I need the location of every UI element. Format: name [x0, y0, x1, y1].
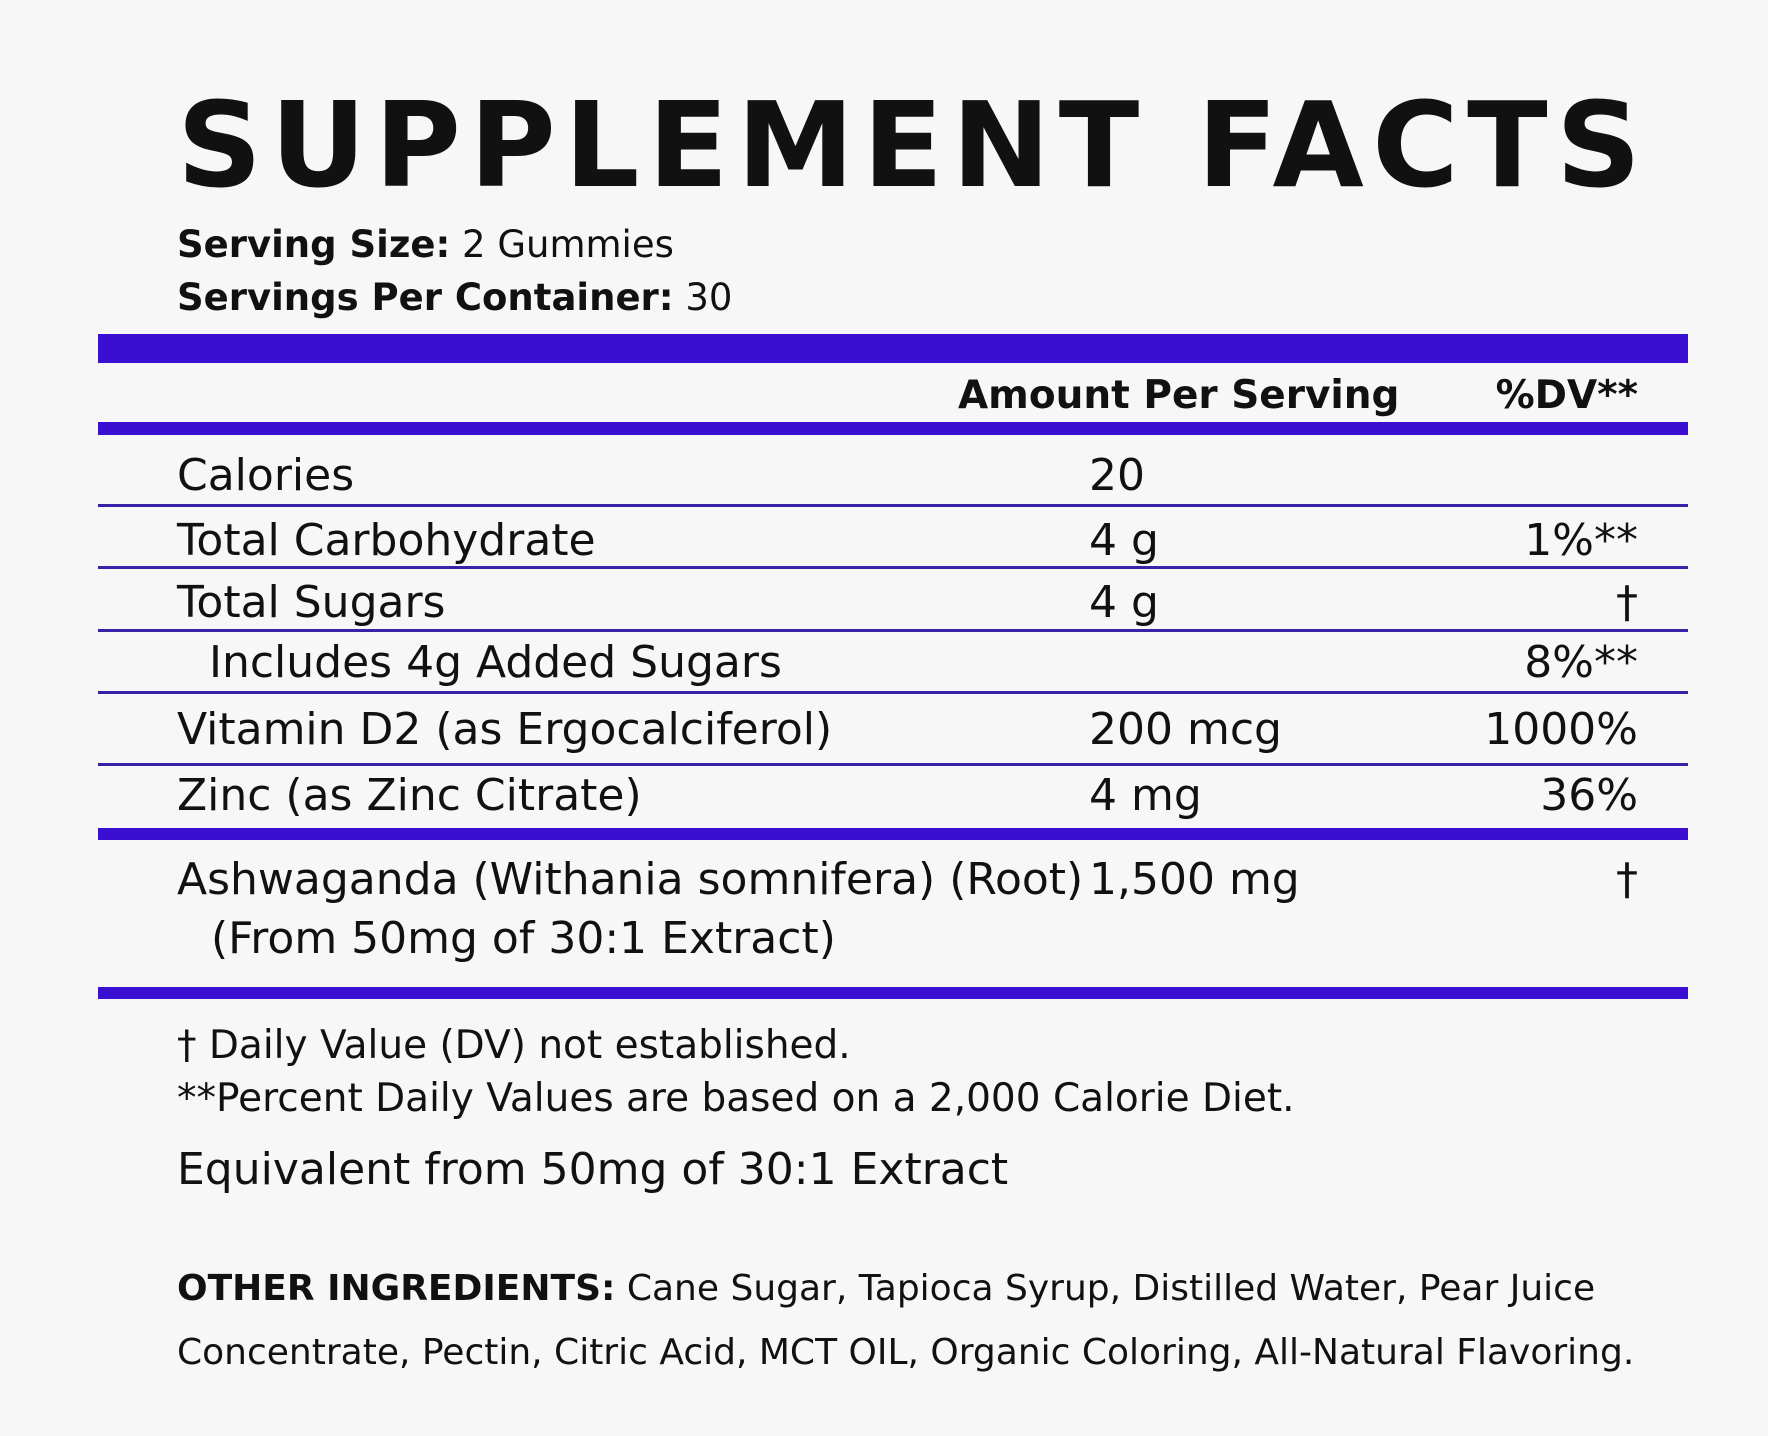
nutrient-name: Total Carbohydrate: [176, 515, 596, 566]
servings-per-container: Servings Per Container: 30: [177, 276, 732, 319]
thick-rule: [98, 334, 1688, 363]
daily-value: 36%: [1540, 770, 1638, 821]
amount: 4 g: [1089, 515, 1159, 566]
amount: 200 mcg: [1089, 704, 1282, 755]
amount: 4 mg: [1089, 770, 1202, 821]
column-header: Amount Per Serving: [958, 373, 1399, 418]
row-divider: [98, 691, 1688, 694]
nutrient-name: Zinc (as Zinc Citrate): [177, 770, 642, 821]
nutrient-name: Includes 4g Added Sugars: [209, 637, 782, 688]
footnote: **Percent Daily Values are based on a 2,…: [177, 1076, 1295, 1121]
column-header: %DV**: [1496, 373, 1638, 418]
other-ingredients: OTHER INGREDIENTS: Cane Sugar, Tapioca S…: [177, 1268, 1595, 1309]
text: Cane Sugar, Tapioca Syrup, Distilled Wat…: [627, 1268, 1595, 1309]
footnote: † Daily Value (DV) not established.: [177, 1023, 851, 1068]
label: Serving Size:: [177, 223, 450, 266]
amount: 4 g: [1089, 577, 1159, 628]
nutrient-name: Total Sugars: [176, 577, 445, 628]
nutrient-name: Calories: [177, 450, 354, 501]
other-ingredients-cont: Concentrate, Pectin, Citric Acid, MCT OI…: [177, 1332, 1634, 1373]
label: OTHER INGREDIENTS:: [177, 1268, 615, 1309]
daily-value: 1%**: [1524, 515, 1638, 566]
row-divider: [98, 629, 1688, 632]
label: Servings Per Container:: [177, 276, 674, 319]
daily-value: †: [1616, 577, 1638, 628]
nutrient-name: Ashwaganda (Withania somnifera) (Root): [177, 854, 1083, 905]
rule: [98, 987, 1688, 999]
rule: [98, 422, 1688, 435]
rule: [98, 828, 1688, 840]
value: 2 Gummies: [462, 223, 674, 266]
amount: 20: [1089, 450, 1145, 501]
row-divider: [98, 504, 1688, 507]
row-divider: [98, 566, 1688, 569]
nutrient-name: Vitamin D2 (as Ergocalciferol): [177, 704, 832, 755]
row-divider: [98, 763, 1688, 766]
nutrient-subname: (From 50mg of 30:1 Extract): [211, 913, 836, 964]
title: SUPPLEMENT FACTS: [177, 76, 1641, 214]
daily-value: 1000%: [1484, 704, 1638, 755]
value: 30: [685, 276, 732, 319]
daily-value: †: [1616, 854, 1638, 905]
amount: 1,500 mg: [1089, 854, 1300, 905]
daily-value: 8%**: [1524, 637, 1638, 688]
serving-size: Serving Size: 2 Gummies: [177, 223, 674, 266]
equivalent-note: Equivalent from 50mg of 30:1 Extract: [177, 1144, 1008, 1195]
